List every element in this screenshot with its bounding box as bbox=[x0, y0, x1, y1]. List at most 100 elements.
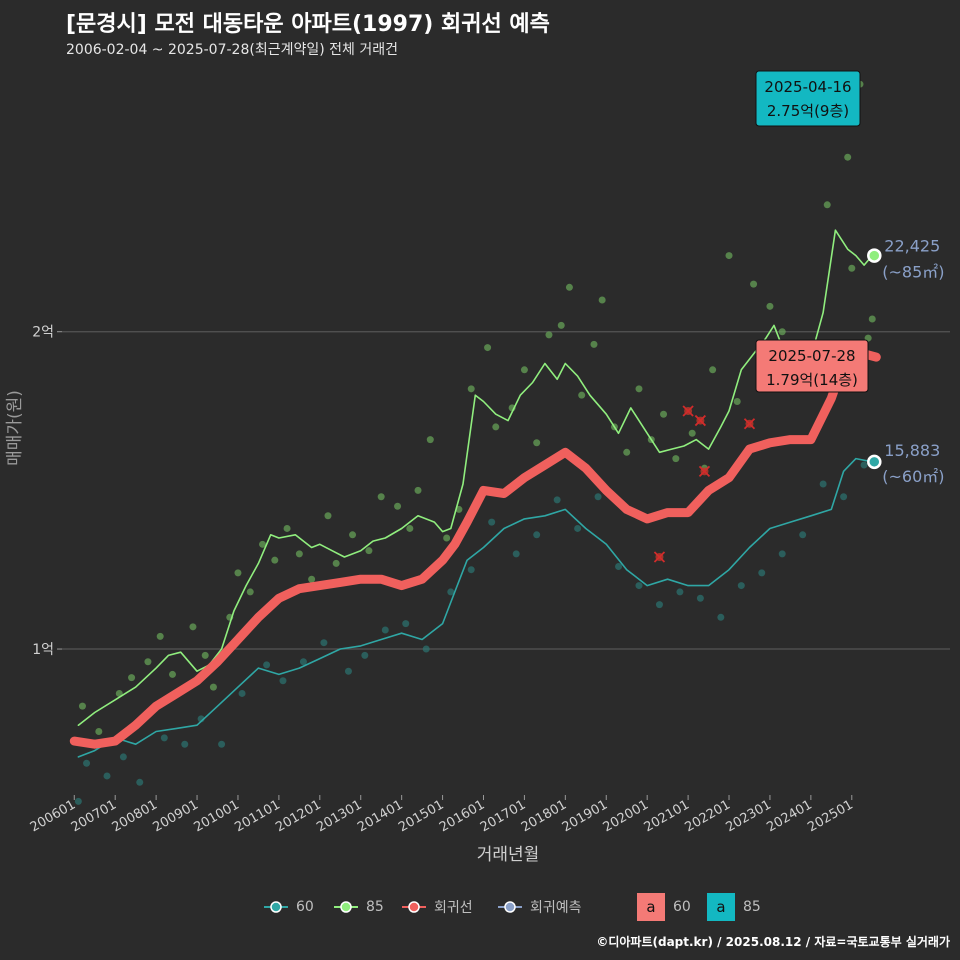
legend-label-prediction: 회귀예측 bbox=[530, 900, 582, 916]
scatter-point-60 bbox=[655, 601, 663, 609]
scatter-point-85 bbox=[156, 632, 164, 640]
scatter-point-85 bbox=[545, 331, 553, 339]
callout-price: 1.79억(14층) bbox=[766, 371, 858, 389]
x-tick-label: 202301 bbox=[723, 797, 773, 835]
scatter-point-85 bbox=[332, 559, 340, 567]
callout-box bbox=[755, 70, 861, 127]
legend: 60 85 회귀선 회귀예측 a 60 a 85 bbox=[0, 893, 960, 921]
end-label-area: (~85㎡) bbox=[882, 263, 944, 282]
scatter-point-60 bbox=[181, 740, 189, 748]
scatter-point-85 bbox=[868, 315, 876, 323]
scatter-point-85 bbox=[377, 493, 385, 501]
scatter-point-85 bbox=[144, 658, 152, 666]
scatter-point-60 bbox=[218, 740, 226, 748]
scatter-point-85 bbox=[660, 410, 668, 418]
scatter-point-60 bbox=[402, 620, 410, 628]
scatter-point-60 bbox=[819, 480, 827, 488]
x-tick-label: 201701 bbox=[478, 797, 528, 835]
scatter-point-85 bbox=[520, 366, 528, 374]
x-tick-label: 201801 bbox=[519, 797, 569, 835]
scatter-point-85 bbox=[271, 556, 279, 564]
scatter-point-85 bbox=[246, 588, 254, 596]
legend-key-regression-icon bbox=[402, 901, 426, 913]
x-tick-label: 202101 bbox=[642, 797, 692, 835]
legend-label-regression: 회귀선 bbox=[434, 900, 473, 916]
legend-box-60[interactable]: a 60 bbox=[637, 893, 691, 921]
scatter-point-85 bbox=[623, 448, 631, 456]
cancelled-trade-cross-icon bbox=[653, 551, 666, 563]
scatter-point-85 bbox=[209, 683, 217, 691]
scatter-point-85 bbox=[201, 651, 209, 659]
scatter-point-85 bbox=[414, 486, 422, 494]
x-tick-label: 201301 bbox=[314, 797, 364, 835]
scatter-point-60 bbox=[279, 677, 287, 685]
scatter-point-85 bbox=[115, 689, 123, 697]
scatter-point-85 bbox=[283, 524, 291, 532]
scatter-point-85 bbox=[443, 534, 451, 542]
callout-date: 2025-07-28 bbox=[768, 347, 855, 365]
scatter-point-60 bbox=[488, 518, 496, 526]
scatter-point-60 bbox=[758, 569, 766, 577]
legend-key-85-icon bbox=[334, 901, 358, 913]
end-labels: 22,425 (~85㎡) 15,883 (~60㎡) bbox=[867, 237, 945, 486]
x-tick-label: 201601 bbox=[437, 797, 487, 835]
scatter-point-60 bbox=[447, 588, 455, 596]
x-tick-label: 202201 bbox=[683, 797, 733, 835]
scatter-point-85 bbox=[672, 455, 680, 463]
legend-item-prediction[interactable]: 회귀예측 bbox=[498, 893, 582, 921]
scatter-point-85 bbox=[78, 702, 86, 710]
x-axis-label: 거래년월 bbox=[477, 845, 540, 865]
legend-key-prediction-icon bbox=[498, 901, 522, 913]
scatter-point-85 bbox=[844, 153, 852, 161]
y-tick-label: 2억 bbox=[32, 325, 54, 341]
legend-item-85[interactable]: 85 bbox=[334, 893, 384, 921]
legend-box-85[interactable]: a 85 bbox=[707, 893, 761, 921]
scatter-point-60 bbox=[74, 797, 82, 805]
scatter-point-60 bbox=[263, 661, 271, 669]
scatter-point-85 bbox=[484, 344, 492, 352]
x-tick-label: 201001 bbox=[191, 797, 241, 835]
scatter-point-85 bbox=[324, 512, 332, 520]
x-tick-label: 202001 bbox=[601, 797, 651, 835]
scatter-point-60 bbox=[467, 566, 475, 574]
legend-key-60-icon bbox=[264, 901, 288, 913]
series-line-85 bbox=[77, 229, 873, 726]
x-tick-label: 202401 bbox=[764, 797, 814, 835]
legend-label-85: 85 bbox=[366, 899, 384, 915]
scatter-point-85 bbox=[394, 502, 402, 510]
legend-box-85-label: 85 bbox=[743, 899, 761, 915]
scatter-point-60 bbox=[299, 658, 307, 666]
scatter-point-85 bbox=[95, 728, 103, 736]
x-tick-label: 201401 bbox=[355, 797, 405, 835]
chart-title: [문경시] 모전 대동타운 아파트(1997) 회귀선 예측 bbox=[66, 12, 550, 37]
legend-item-60[interactable]: 60 bbox=[264, 893, 314, 921]
grid-lines bbox=[57, 331, 950, 650]
scatter-point-60 bbox=[737, 582, 745, 590]
callout-box bbox=[755, 339, 869, 393]
scatter-point-85 bbox=[295, 550, 303, 558]
scatter-point-60 bbox=[840, 493, 848, 501]
legend-label-60: 60 bbox=[296, 899, 314, 915]
scatter-point-60 bbox=[320, 639, 328, 647]
scatter-point-85 bbox=[778, 328, 786, 336]
scatter-point-60 bbox=[533, 531, 541, 539]
scatter-point-60 bbox=[717, 613, 725, 621]
legend-box-60-label: 60 bbox=[673, 899, 691, 915]
legend-item-regression[interactable]: 회귀선 bbox=[402, 893, 473, 921]
x-tick-label: 200901 bbox=[151, 797, 201, 835]
scatter-point-85 bbox=[128, 674, 136, 682]
scatter-point-60 bbox=[361, 651, 369, 659]
scatter-point-85 bbox=[557, 321, 565, 329]
end-label-value: 22,425 bbox=[884, 237, 940, 256]
series-lines bbox=[69, 229, 881, 758]
scatter-point-60 bbox=[635, 582, 643, 590]
end-point-85 bbox=[867, 248, 882, 263]
cancelled-trade-cross-icon bbox=[694, 414, 707, 427]
x-tick-label: 201901 bbox=[560, 797, 610, 835]
scatter-point-60 bbox=[778, 550, 786, 558]
scatter-point-60 bbox=[136, 778, 144, 786]
scatter-point-85 bbox=[848, 264, 856, 272]
scatter-point-60 bbox=[696, 594, 704, 602]
scatter-point-85 bbox=[709, 366, 717, 374]
cancelled-trade-cross-icon bbox=[682, 405, 694, 417]
